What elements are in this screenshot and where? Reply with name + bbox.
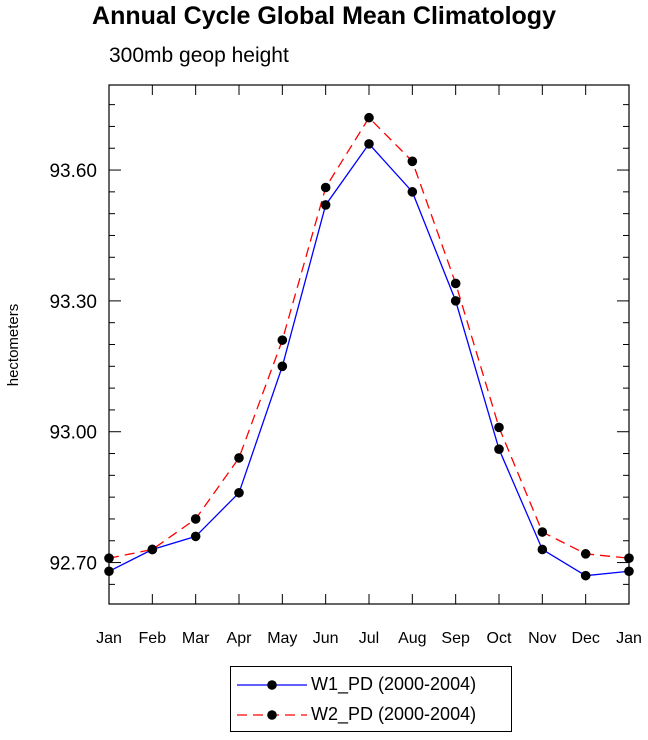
data-point-s2 xyxy=(234,453,244,463)
series-group xyxy=(104,112,634,581)
line-chart: hectometers Jan Feb Mar Apr May Jun Jul Aug Sep O… xyxy=(5,84,642,647)
x-tick-label: May xyxy=(267,630,297,647)
data-point-s1 xyxy=(320,200,331,210)
data-point-s1 xyxy=(190,531,201,542)
data-point-s2 xyxy=(190,514,201,524)
data-point-s1 xyxy=(580,570,591,581)
series-line-1 xyxy=(108,142,630,577)
chart-title: Annual Cycle Global Mean Climatology xyxy=(92,2,556,30)
legend-label-w1: W1_PD (2000-2004) xyxy=(311,674,477,694)
x-tick-label: Jun xyxy=(313,630,339,647)
data-point-s2 xyxy=(277,335,288,345)
data-point-s2 xyxy=(320,182,331,193)
x-tick-label: Mar xyxy=(182,630,210,647)
x-tick-label: Sep xyxy=(441,630,470,647)
y-tick-label: 93.30 xyxy=(49,292,97,313)
x-tick-label: Aug xyxy=(398,630,426,647)
x-tick-label: Oct xyxy=(487,630,512,647)
data-point-s1 xyxy=(234,487,244,498)
data-point-s2 xyxy=(364,112,374,123)
data-point-s2 xyxy=(147,544,158,555)
data-point-s2 xyxy=(407,156,418,167)
x-tick-label: Jul xyxy=(359,630,379,647)
data-point-s1 xyxy=(624,566,634,577)
y-tick-label: 93.00 xyxy=(49,423,97,444)
x-tick-label: Dec xyxy=(571,630,599,647)
y-tick-label: 93.60 xyxy=(49,161,97,182)
axis-ticks: Jan Feb Mar Apr May Jun Jul Aug Sep Oct Nov Dec Jan 9… xyxy=(49,85,642,647)
data-point-s1 xyxy=(277,361,288,372)
data-point-s1 xyxy=(537,544,548,555)
data-point-s2 xyxy=(494,422,504,433)
data-point-s2 xyxy=(537,527,548,537)
y-axis-label: hectometers xyxy=(5,304,22,387)
x-tick-label: Feb xyxy=(139,630,167,647)
legend-marker-w1 xyxy=(267,680,277,690)
data-point-s2 xyxy=(450,278,461,289)
legend: W1_PD (2000-2004) W2_PD (2000-2004) xyxy=(230,666,512,732)
chart-subtitle: 300mb geop height xyxy=(109,44,289,67)
data-point-s1 xyxy=(364,139,374,149)
legend-item-w1: W1_PD (2000-2004) xyxy=(231,670,513,700)
legend-label-w2: W2_PD (2000-2004) xyxy=(311,704,477,724)
data-point-s1 xyxy=(450,296,461,306)
y-tick-label: 92.70 xyxy=(49,554,97,575)
data-point-s1 xyxy=(407,187,418,197)
x-tick-label: Jan xyxy=(616,630,642,647)
data-point-s1 xyxy=(494,444,504,454)
series-line-2 xyxy=(108,116,630,559)
plot-frame xyxy=(108,84,630,605)
data-point-s2 xyxy=(624,553,634,564)
legend-marker-w2 xyxy=(267,710,277,720)
data-point-s2 xyxy=(104,553,114,564)
legend-item-w2: W2_PD (2000-2004) xyxy=(231,700,513,730)
x-tick-label: Jan xyxy=(96,630,122,647)
x-tick-label: Apr xyxy=(227,630,253,647)
data-point-s1 xyxy=(104,566,114,577)
x-tick-label: Nov xyxy=(528,630,556,647)
data-point-s2 xyxy=(580,549,591,559)
